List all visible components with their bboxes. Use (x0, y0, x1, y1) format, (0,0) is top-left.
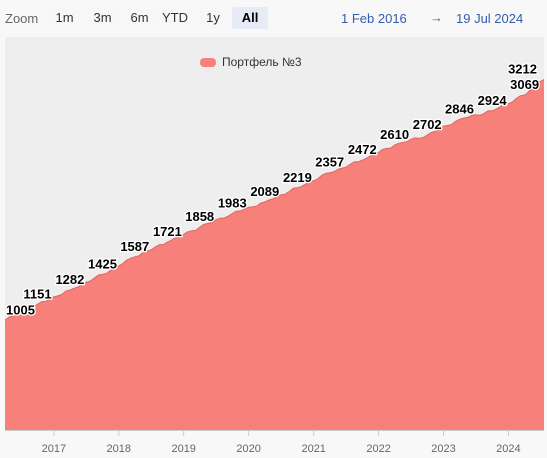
data-label: 1587 (120, 239, 149, 254)
range-to-date[interactable]: 19 Jul 2024 (456, 11, 524, 26)
series-area (5, 79, 544, 431)
zoom-1m-button[interactable]: 1m (48, 7, 81, 29)
data-label: 2219 (283, 170, 312, 185)
zoom-1y-button[interactable]: 1y (198, 7, 228, 29)
data-label: 1721 (153, 224, 182, 239)
data-label: 3212 (508, 61, 537, 76)
data-label: 1151 (23, 286, 51, 301)
x-axis: 2017 2018 2019 2020 2021 2022 2023 2024 (42, 430, 521, 455)
data-label: 1282 (55, 272, 84, 287)
zoom-3m-button[interactable]: 3m (86, 7, 119, 29)
legend-item[interactable]: Портфель №3 (200, 54, 302, 70)
zoom-label: Zoom (5, 11, 39, 26)
legend-label: Портфель №3 (222, 55, 302, 69)
data-label: 2702 (413, 117, 442, 132)
data-label: 1005 (6, 302, 35, 317)
data-label: 2472 (348, 142, 377, 157)
x-tick-label: 2024 (496, 443, 520, 455)
data-label: 1425 (88, 256, 117, 271)
data-label: 1983 (218, 196, 247, 211)
range-arrow: → (430, 10, 443, 25)
data-label: 2357 (315, 155, 344, 170)
series-line (4, 78, 545, 321)
data-label: 1858 (185, 209, 214, 224)
data-label: 2846 (445, 101, 474, 116)
x-tick-label: 2017 (42, 443, 66, 455)
legend-swatch (200, 57, 216, 67)
zoom-ytd-button[interactable]: YTD (157, 7, 193, 29)
x-tick-label: 2022 (366, 443, 390, 455)
data-label: 2610 (380, 127, 409, 142)
x-tick-label: 2020 (236, 443, 260, 455)
zoom-6m-button[interactable]: 6m (123, 7, 156, 29)
x-tick-label: 2021 (301, 443, 325, 455)
x-tick-label: 2019 (171, 443, 195, 455)
data-label: 2924 (478, 93, 508, 108)
range-from-date[interactable]: 1 Feb 2016 (341, 11, 407, 26)
x-tick-label: 2018 (107, 443, 131, 455)
range-selector: Zoom 1m 3m 6m YTD 1y All 1 Feb 2016 → 19… (0, 0, 547, 36)
data-label: 3069 (510, 77, 539, 92)
data-label: 2089 (250, 184, 279, 199)
zoom-all-button[interactable]: All (232, 7, 268, 29)
x-tick-label: 2023 (431, 443, 455, 455)
